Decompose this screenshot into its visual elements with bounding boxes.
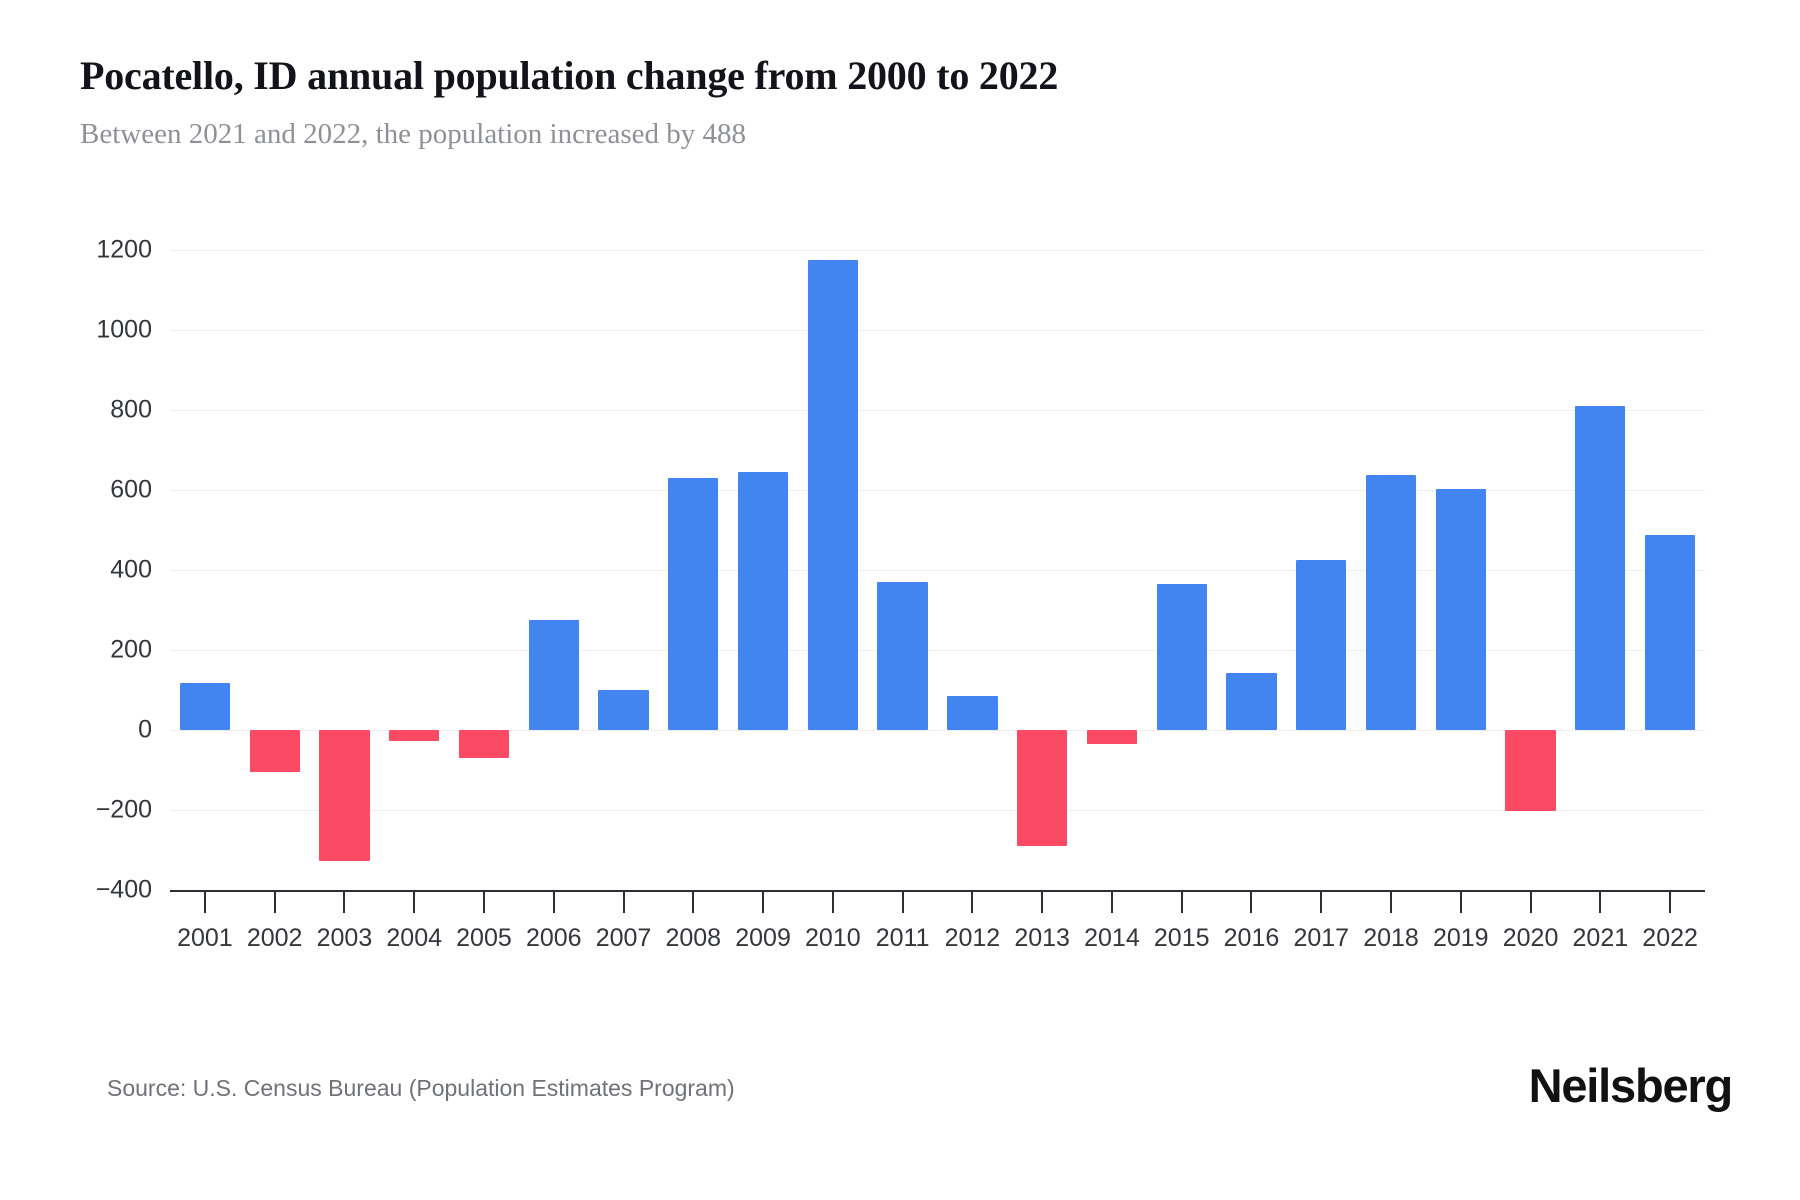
x-axis-tick <box>762 890 765 913</box>
page-title: Pocatello, ID annual population change f… <box>80 53 1059 98</box>
gridline <box>170 410 1705 411</box>
brand-logo: Neilsberg <box>1528 1059 1734 1112</box>
y-axis-tick-label: 0 <box>138 715 152 744</box>
gridline <box>170 250 1705 251</box>
x-axis-tick-label: 2009 <box>735 924 791 952</box>
x-axis-tick-label: 2019 <box>1432 924 1489 952</box>
bar-2006[interactable] <box>528 620 579 730</box>
x-axis-tick-label: 2003 <box>316 924 373 952</box>
bar-2002[interactable] <box>249 730 300 772</box>
gridline <box>170 330 1705 331</box>
x-axis-tick <box>622 890 625 913</box>
bar-2004[interactable] <box>389 730 440 741</box>
y-axis-tick-label: 200 <box>110 635 152 664</box>
x-axis-tick <box>1669 890 1672 913</box>
x-axis-tick <box>1180 890 1183 913</box>
x-axis-tick <box>482 890 485 913</box>
x-axis-tick-label: 2016 <box>1223 924 1280 952</box>
x-axis-tick <box>1599 890 1602 913</box>
bar-2019[interactable] <box>1435 489 1486 730</box>
x-axis-tick <box>1041 890 1044 913</box>
x-axis-tick-label: 2022 <box>1642 924 1698 952</box>
x-axis-tick-label: 2021 <box>1572 924 1629 952</box>
x-axis-tick <box>1320 890 1323 913</box>
y-axis-tick-label: 600 <box>110 475 152 504</box>
x-axis-tick-label: 2017 <box>1293 924 1350 952</box>
bar-2003[interactable] <box>319 730 370 861</box>
bar-2007[interactable] <box>598 690 649 730</box>
x-axis-tick-label: 2004 <box>386 924 443 952</box>
gridline <box>170 570 1705 571</box>
x-axis-tick <box>552 890 555 913</box>
bar-2009[interactable] <box>737 472 789 730</box>
x-axis-line <box>170 890 1705 892</box>
x-axis-tick-label: 2013 <box>1014 924 1070 952</box>
bar-2012[interactable] <box>947 696 998 730</box>
bar-2011[interactable] <box>877 582 928 730</box>
bar-2014[interactable] <box>1086 730 1138 744</box>
page-subtitle: Between 2021 and 2022, the population in… <box>80 118 747 150</box>
bar-2018[interactable] <box>1365 474 1417 730</box>
gridline <box>170 650 1705 651</box>
x-axis-tick <box>1459 890 1462 913</box>
bar-2005[interactable] <box>458 730 510 758</box>
x-axis-tick-label: 2006 <box>525 924 582 952</box>
x-axis-tick-label: 2011 <box>875 924 930 952</box>
bar-2020[interactable] <box>1505 730 1556 812</box>
x-axis-tick <box>343 890 346 913</box>
bar-series <box>170 250 1705 890</box>
x-axis-tick-label: 2005 <box>456 924 512 952</box>
gridline <box>170 730 1705 731</box>
y-axis-tick-label: −200 <box>95 795 152 824</box>
x-axis-tick <box>1110 890 1113 913</box>
bar-2015[interactable] <box>1156 584 1207 730</box>
bar-2021[interactable] <box>1575 406 1626 730</box>
bar-2008[interactable] <box>668 478 719 730</box>
gridline <box>170 810 1705 811</box>
x-axis-tick <box>971 890 974 913</box>
x-axis-tick <box>1250 890 1253 913</box>
y-axis-tick-label: 1000 <box>96 315 152 344</box>
x-axis-tick-label: 2015 <box>1153 924 1210 952</box>
bar-2016[interactable] <box>1226 672 1277 730</box>
x-axis-tick <box>1390 890 1393 913</box>
bar-2017[interactable] <box>1296 560 1347 730</box>
x-axis-tick <box>203 890 206 913</box>
x-axis-tick <box>1529 890 1532 913</box>
x-axis-tick-label: 2012 <box>944 924 1001 952</box>
gridline <box>170 490 1705 491</box>
x-axis-tick <box>273 890 276 913</box>
x-axis-tick-label: 2001 <box>177 924 233 952</box>
x-axis-tick-label: 2007 <box>595 924 652 952</box>
x-axis-tick-label: 2008 <box>665 924 722 952</box>
bar-2001[interactable] <box>179 682 230 730</box>
bar-2010[interactable] <box>807 260 858 730</box>
x-axis-tick <box>692 890 695 913</box>
x-axis-tick-label: 2014 <box>1084 924 1140 952</box>
x-axis-tick-label: 2020 <box>1502 924 1559 952</box>
plot-area <box>170 250 1705 891</box>
x-axis-tick <box>901 890 904 913</box>
x-axis-tick <box>413 890 416 913</box>
y-axis-tick-label: 800 <box>110 395 152 424</box>
y-axis-tick-label: 1200 <box>96 235 152 264</box>
bar-2013[interactable] <box>1017 730 1068 846</box>
y-axis-tick-label: 400 <box>110 555 152 584</box>
source-note: Source: U.S. Census Bureau (Population E… <box>107 1075 735 1101</box>
x-axis-tick <box>831 890 834 913</box>
x-axis-tick-label: 2010 <box>805 924 861 952</box>
x-axis-tick-label: 2002 <box>246 924 303 952</box>
bar-2022[interactable] <box>1644 534 1696 730</box>
y-axis-tick-label: −400 <box>95 875 152 904</box>
x-axis-tick-label: 2018 <box>1363 924 1419 952</box>
